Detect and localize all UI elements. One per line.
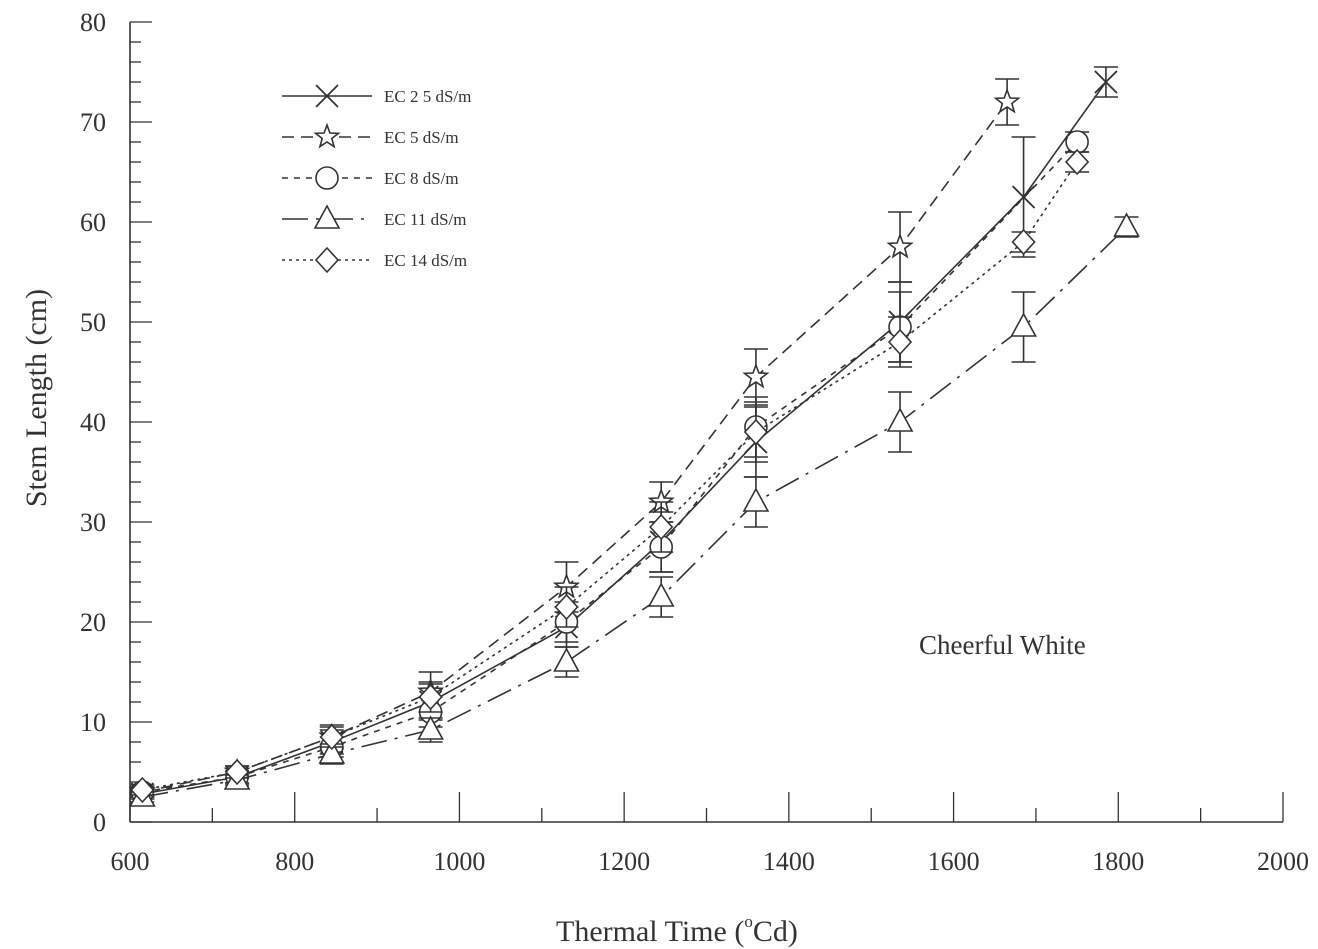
y-tick-label: 50 [80, 308, 106, 337]
series-5 [130, 148, 1090, 804]
data-point [319, 723, 344, 751]
y-axis-title: Stem Length (cm) [20, 289, 53, 507]
legend-label: EC 11 dS/m [384, 210, 467, 229]
y-tick-label: 20 [80, 608, 106, 637]
data-point [742, 487, 770, 512]
series-line [142, 81, 1107, 795]
series-line [142, 141, 1078, 793]
x-tick-label: 1400 [763, 847, 815, 876]
y-tick-label: 30 [80, 508, 106, 537]
series-line [142, 226, 1128, 798]
x-tick-label: 800 [275, 847, 314, 876]
x-tick-label: 1200 [598, 847, 650, 876]
y-tick-label: 40 [80, 408, 106, 437]
data-point [554, 593, 579, 621]
data-point [886, 232, 914, 259]
data-point [318, 739, 346, 764]
series-1 [130, 66, 1118, 806]
data-point [1011, 228, 1036, 256]
legend-marker [315, 166, 339, 190]
y-tick-label: 70 [80, 108, 106, 137]
x-tick-label: 1600 [928, 847, 980, 876]
x-tick-label: 600 [111, 847, 150, 876]
data-point [553, 647, 580, 672]
data-point [742, 362, 770, 389]
data-point [1113, 212, 1140, 237]
y-tick-label: 0 [93, 808, 106, 837]
legend-label: EC 2 5 dS/m [384, 87, 471, 106]
data-point [130, 776, 155, 804]
data-point [1011, 185, 1036, 209]
data-point [886, 407, 914, 432]
data-point [418, 683, 443, 711]
series-group [128, 66, 1140, 807]
legend-marker [314, 246, 340, 274]
x-axis-title-unit: Cd) [753, 915, 798, 948]
x-tick-label: 1000 [433, 847, 485, 876]
y-tick-label: 60 [80, 208, 106, 237]
series-4 [129, 212, 1140, 807]
legend-item-1: EC 2 5 dS/m [282, 84, 471, 108]
legend-item-5: EC 14 dS/m [282, 246, 467, 274]
data-point [1010, 312, 1037, 337]
legend-item-4: EC 11 dS/m [282, 204, 467, 229]
data-point [417, 715, 444, 740]
series-line [142, 161, 1078, 791]
series-3 [130, 130, 1090, 804]
x-tick-label: 2000 [1257, 847, 1309, 876]
series-2 [128, 78, 1021, 804]
legend: EC 2 5 dS/m EC 5 dS/m EC 8 dS/m EC 11 dS/m E… [282, 84, 471, 274]
legend-marker [315, 84, 339, 108]
legend-label: EC 14 dS/m [384, 251, 467, 270]
data-point [887, 328, 913, 356]
legend-item-2: EC 5 dS/m [282, 122, 459, 149]
chart-annotation: Cheerful White [919, 630, 1086, 660]
data-point [647, 582, 675, 607]
legend-label: EC 8 dS/m [384, 169, 459, 188]
legend-marker [313, 204, 341, 229]
legend-marker [313, 122, 341, 149]
data-point [1094, 70, 1118, 94]
legend-label: EC 5 dS/m [384, 128, 459, 147]
axes [129, 22, 1283, 823]
x-tick-label: 1800 [1092, 847, 1144, 876]
x-axis-title: Thermal Time (oCd) [556, 912, 798, 948]
legend-item-3: EC 8 dS/m [282, 166, 459, 190]
data-point [224, 758, 250, 786]
data-point [1065, 148, 1090, 176]
x-axis-title-main: Thermal Time ( [556, 915, 744, 948]
series-line [142, 101, 1008, 793]
y-tick-label: 10 [80, 708, 106, 737]
x-axis-title-degree: o [744, 912, 753, 931]
ticks: 0 10 20 30 40 50 60 70 80 600 800 1000 1200 1400 1600 1… [80, 8, 1309, 876]
data-point [649, 513, 674, 541]
data-point [993, 87, 1021, 114]
y-tick-label: 80 [80, 8, 106, 37]
data-point [743, 418, 768, 446]
